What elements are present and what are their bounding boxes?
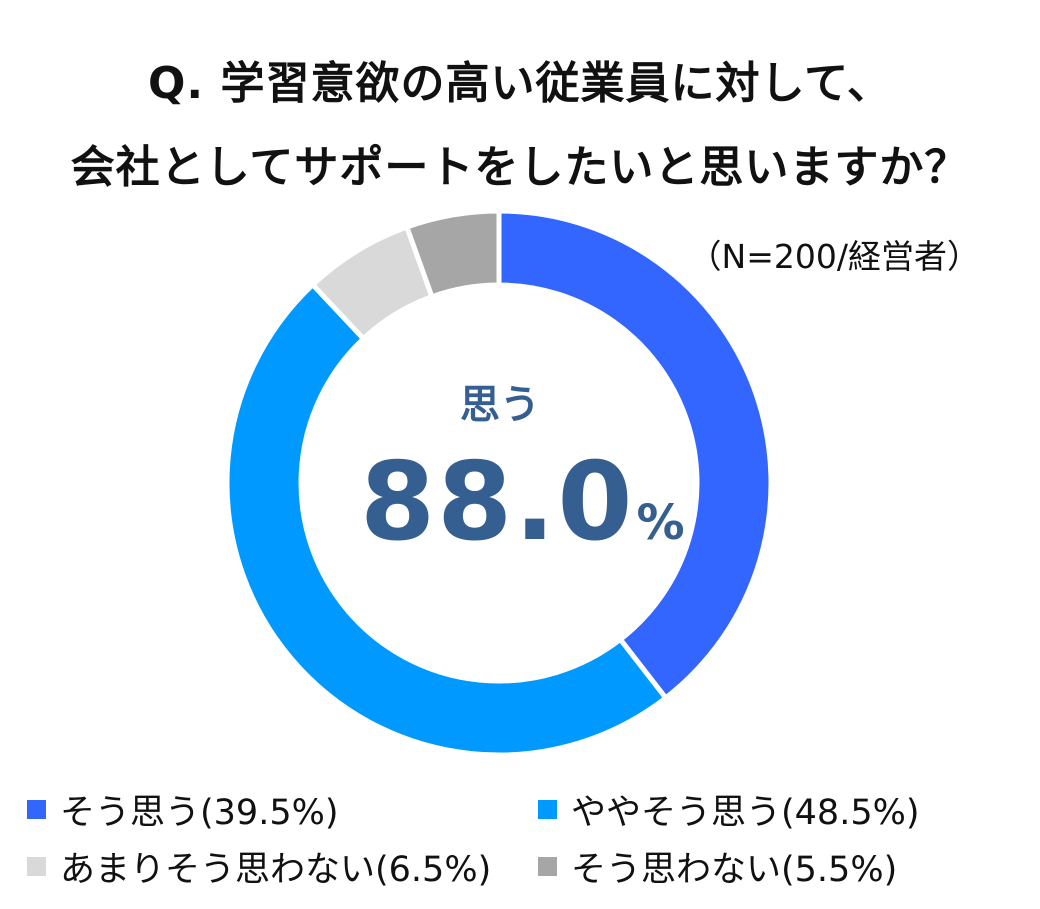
center-value-unit: % <box>636 495 687 551</box>
legend-item-sou-omowanai: そう思わない(5.5%) <box>538 841 897 892</box>
legend-label: あまりそう思わない(6.5%) <box>60 850 492 890</box>
center-value-number: 88.0 <box>360 440 635 565</box>
legend-swatch <box>27 857 46 876</box>
donut-slice-yaya-sou-omou <box>224 281 670 758</box>
donut-slice-sou-omowanai <box>403 208 502 300</box>
donut-slice-sou-omou <box>496 208 774 702</box>
center-label: 思う <box>460 382 540 428</box>
chart-title-line1: Q. 学習意欲の高い従業員に対して、 <box>148 58 892 109</box>
legend-label: そう思う(39.5%) <box>60 793 339 833</box>
legend-swatch <box>27 800 46 819</box>
legend-label: そう思わない(5.5%) <box>571 850 898 890</box>
center-value: 88.0% <box>360 440 685 565</box>
legend-item-sou-omou: そう思う(39.5%) <box>27 784 339 835</box>
legend-swatch <box>538 857 557 876</box>
sample-note: （N=200/経営者） <box>688 237 980 276</box>
legend-label: ややそう思う(48.5%) <box>571 793 920 833</box>
legend-swatch <box>538 800 557 819</box>
legend-item-yaya-sou-omou: ややそう思う(48.5%) <box>538 784 920 835</box>
chart-title-line2: 会社としてサポートをしたいと思いますか？ <box>70 142 970 193</box>
legend-item-amari-sou-omowanai: あまりそう思わない(6.5%) <box>27 841 491 892</box>
legend: そう思う(39.5%) ややそう思う(48.5%) あまりそう思わない(6.5%) そ… <box>0 770 1040 900</box>
